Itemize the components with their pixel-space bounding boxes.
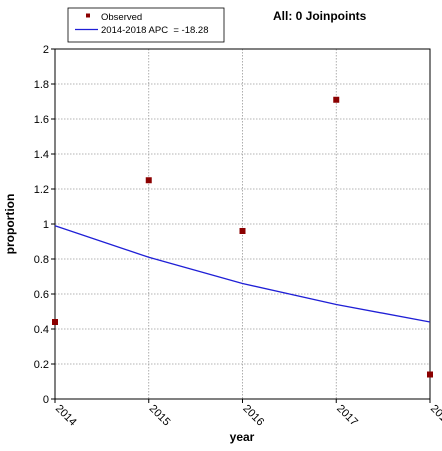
y-tick-label: 1.8 <box>34 79 49 91</box>
axis-ticks: 0 0.2 0.4 0.6 0.8 1 1.2 1.4 1.6 1.8 2 2014 2015 2016 2… <box>34 44 442 428</box>
y-tick-label: 0.2 <box>34 359 49 371</box>
legend-observed-label: Observed <box>101 12 142 23</box>
y-tick-label: 1.2 <box>34 184 49 196</box>
chart-title: All: 0 Joinpoints <box>273 9 367 23</box>
y-tick-label: 0.8 <box>34 254 49 266</box>
observed-point <box>239 228 246 234</box>
x-axis-title: year <box>230 430 255 444</box>
apc-fitted-line <box>54 225 431 323</box>
observed-point <box>52 319 58 325</box>
x-tick-label: 2018 <box>428 403 442 429</box>
x-tick-label: 2015 <box>147 403 173 429</box>
y-tick-label: 1.4 <box>34 149 49 161</box>
y-tick-label: 2 <box>43 44 49 56</box>
x-tick-label: 2014 <box>53 403 79 429</box>
grid <box>55 49 430 399</box>
series-layer <box>52 96 433 378</box>
legend-observed-marker <box>86 13 90 18</box>
observed-point <box>427 371 433 378</box>
y-tick-label: 1 <box>43 219 49 231</box>
legend-apc-label: 2014-2018 APC = -18.28 <box>101 25 208 36</box>
y-axis-title: proportion <box>3 194 17 255</box>
x-tick-label: 2017 <box>334 403 360 429</box>
y-tick-label: 0.4 <box>34 324 49 336</box>
legend-box <box>67 7 225 43</box>
y-tick-label: 1.6 <box>34 114 49 126</box>
x-tick-label: 2016 <box>240 403 266 429</box>
observed-point <box>333 96 340 103</box>
observed-point <box>145 177 152 184</box>
y-tick-label: 0.6 <box>34 289 49 301</box>
legend: Observed 2014-2018 APC = -18.28 <box>67 7 225 43</box>
y-tick-label: 0 <box>43 394 49 406</box>
